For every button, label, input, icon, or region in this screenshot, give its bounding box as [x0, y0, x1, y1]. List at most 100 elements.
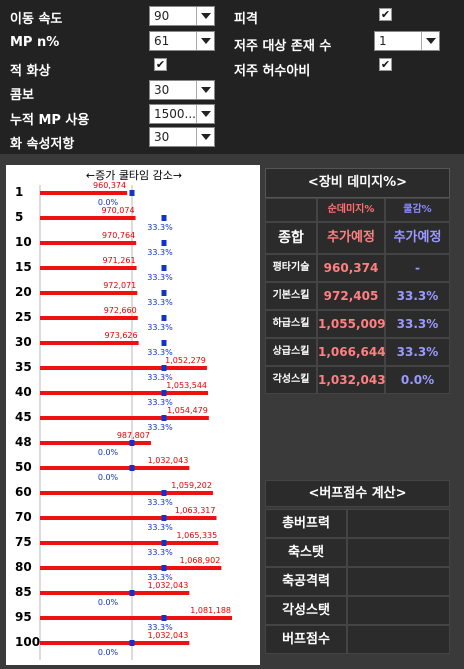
- level-tick-label: 45: [15, 410, 32, 424]
- cooldown-label: 0.0%: [98, 198, 119, 207]
- damage-bar: [40, 366, 207, 370]
- fire-resist-value: 30: [154, 130, 170, 144]
- header-spacer: [265, 198, 317, 222]
- damage-label: 971,261: [102, 256, 135, 265]
- cumulative-mp-label: 누적 MP 사용: [10, 113, 90, 128]
- combo-value: 30: [154, 83, 170, 97]
- level-tick-label: 48: [15, 435, 32, 449]
- fire-resist-select[interactable]: 30: [149, 127, 215, 147]
- cooldown-label: 0.0%: [98, 448, 119, 457]
- equipment-damage-title: <장비 데미지%>: [265, 168, 450, 198]
- damage-label: 1,081,188: [190, 606, 231, 615]
- chevron-down-icon[interactable]: [421, 32, 439, 50]
- buff-row-label: 총버프력: [265, 509, 347, 538]
- mp-n-select[interactable]: 61: [149, 31, 215, 51]
- level-tick-label: 50: [15, 460, 32, 474]
- damage-bar: [40, 541, 219, 545]
- damage-bar: [40, 566, 222, 570]
- buff-row-value: [347, 509, 450, 538]
- skill-row-label: 하급스킬: [265, 310, 317, 338]
- fire-resist-label: 화 속성저항: [10, 137, 75, 152]
- cooldown-marker: [161, 340, 167, 346]
- damage-bar: [40, 241, 137, 245]
- chevron-down-icon[interactable]: [196, 81, 214, 99]
- buff-row-label: 축스탯: [265, 538, 347, 567]
- chevron-down-icon[interactable]: [196, 128, 214, 146]
- cooldown-label: 33.3%: [147, 248, 173, 257]
- cooldown-marker: [161, 290, 167, 296]
- skill-row-damage: 1,032,043: [317, 366, 386, 394]
- hit-checkbox[interactable]: ✔: [379, 8, 392, 21]
- damage-label: 987,807: [117, 431, 150, 440]
- cooldown-marker: [161, 415, 167, 421]
- curse-target-select[interactable]: 1: [374, 31, 440, 51]
- damage-bar: [40, 591, 190, 595]
- cooldown-label: 33.3%: [147, 573, 173, 582]
- cooldown-marker: [161, 540, 167, 546]
- skill-row-cooldown: -: [385, 254, 450, 282]
- damage-label: 1,032,043: [148, 581, 189, 590]
- skill-row-damage: 972,405: [317, 282, 385, 310]
- chart-title: ←증가 쿨타임 감소→: [86, 169, 182, 182]
- col-header-damage: 순데미지%: [317, 198, 385, 222]
- chevron-down-icon[interactable]: [196, 7, 214, 25]
- cooldown-label: 33.3%: [147, 423, 173, 432]
- damage-label: 960,374: [93, 181, 126, 190]
- cooldown-marker: [161, 240, 167, 246]
- damage-bar: [40, 391, 209, 395]
- cooldown-marker: [161, 365, 167, 371]
- damage-bar: [40, 616, 232, 620]
- cumulative-mp-select[interactable]: 1500...: [149, 104, 215, 124]
- chevron-down-icon[interactable]: [196, 105, 214, 123]
- damage-label: 970,074: [101, 206, 134, 215]
- damage-label: 1,032,043: [148, 456, 189, 465]
- level-tick-label: 30: [15, 335, 32, 349]
- cooldown-marker: [129, 590, 135, 596]
- level-chart-panel: ←증가 쿨타임 감소→ 1 960,374 0.0% 5 970,074 33.3% 10 97…: [6, 165, 260, 665]
- cooldown-label: 33.3%: [147, 498, 173, 507]
- cooldown-label: 0.0%: [98, 648, 119, 657]
- damage-label: 1,054,479: [167, 406, 208, 415]
- cooldown-label: 33.3%: [147, 548, 173, 557]
- buff-row-label: 축공격력: [265, 567, 347, 596]
- level-tick-label: 20: [15, 285, 32, 299]
- cooldown-label: 33.3%: [147, 623, 173, 632]
- buff-row-label: 각성스탯: [265, 596, 347, 625]
- level-chart: ←증가 쿨타임 감소→ 1 960,374 0.0% 5 970,074 33.3% 10 97…: [15, 169, 232, 660]
- damage-label: 972,660: [104, 306, 137, 315]
- cooldown-label: 0.0%: [98, 473, 119, 482]
- level-tick-label: 15: [15, 260, 32, 274]
- skill-row-cooldown: 33.3%: [385, 310, 450, 338]
- skill-row-label: 기본스킬: [265, 282, 317, 310]
- damage-label: 970,764: [102, 231, 135, 240]
- level-tick-label: 25: [15, 310, 32, 324]
- combo-select[interactable]: 30: [149, 80, 215, 100]
- cooldown-marker: [161, 315, 167, 321]
- buff-row-label: 버프점수: [265, 625, 347, 654]
- level-tick-label: 70: [15, 510, 32, 524]
- fire-screen-checkbox[interactable]: ✔: [154, 58, 167, 71]
- cooldown-marker: [129, 640, 135, 646]
- cooldown-label: 33.3%: [147, 523, 173, 532]
- col-header-cooldown: 쿨감%: [385, 198, 450, 222]
- buff-score-panel: <버프점수 계산> 총버프력 축스탯 축공격력 각성스탯 버프점수: [265, 480, 450, 660]
- cooldown-marker: [161, 390, 167, 396]
- damage-label: 1,032,043: [148, 631, 189, 640]
- row-total-label: 종합: [265, 222, 317, 254]
- cooldown-marker: [161, 615, 167, 621]
- skill-row-cooldown: 33.3%: [385, 282, 450, 310]
- cooldown-label: 33.3%: [147, 373, 173, 382]
- cooldown-marker: [161, 565, 167, 571]
- cooldown-marker: [161, 515, 167, 521]
- buff-row-value: [347, 625, 450, 654]
- move-speed-select[interactable]: 90: [149, 6, 215, 26]
- cooldown-marker: [161, 215, 167, 221]
- level-tick-label: 35: [15, 360, 32, 374]
- combo-label: 콤보: [10, 88, 34, 103]
- cooldown-marker: [161, 265, 167, 271]
- damage-label: 1,065,335: [177, 531, 218, 540]
- settings-panel: 이동 속도 90 MP n% 61 적 화상 ✔ 콤보 30 누적 MP 사용 …: [0, 0, 464, 154]
- curse-scarecrow-checkbox[interactable]: ✔: [379, 58, 392, 71]
- mp-n-value: 61: [154, 34, 170, 48]
- chevron-down-icon[interactable]: [196, 32, 214, 50]
